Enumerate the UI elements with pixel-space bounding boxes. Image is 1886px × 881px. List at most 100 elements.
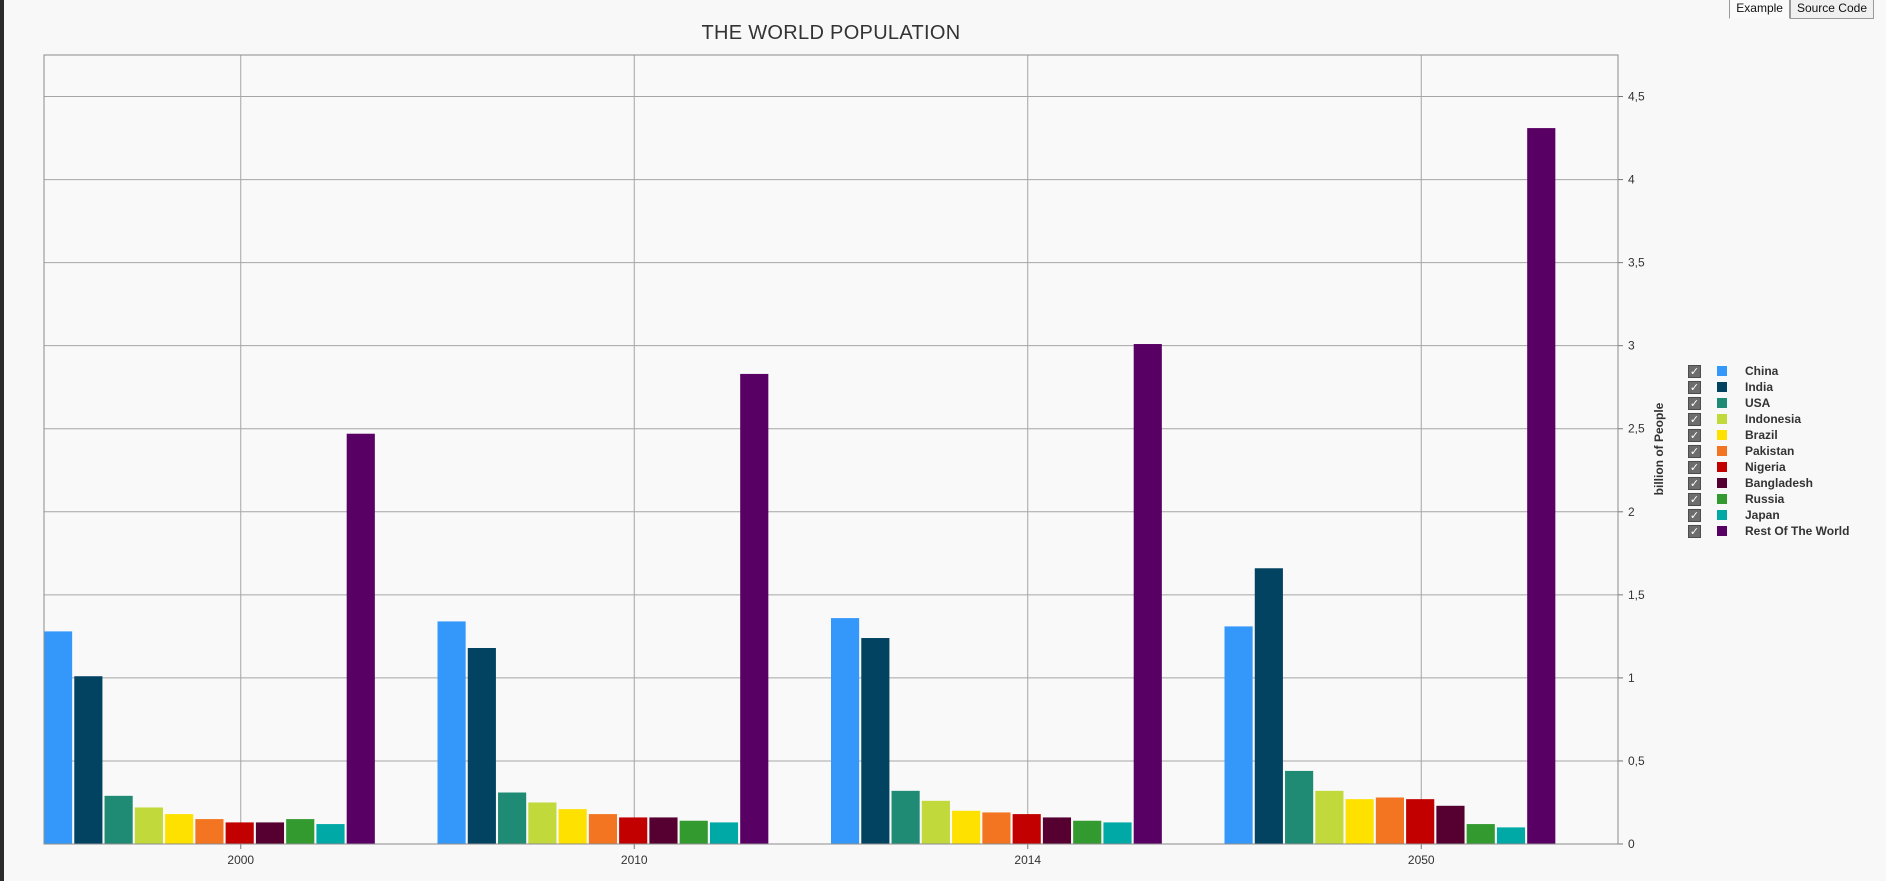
bar-rest-of-the-world xyxy=(1133,344,1162,844)
y-tick-label: 0,5 xyxy=(1628,754,1645,768)
bar-japan xyxy=(316,824,345,844)
bar-bangladesh xyxy=(255,822,285,844)
tab-example[interactable]: Example xyxy=(1729,0,1790,19)
y-tick-label: 4 xyxy=(1628,173,1635,187)
legend-label: Russia xyxy=(1745,492,1785,506)
y-tick-label: 2 xyxy=(1628,505,1635,519)
bar-rest-of-the-world xyxy=(346,433,375,844)
bar-japan xyxy=(709,822,739,844)
y-tick-label: 4,5 xyxy=(1628,90,1645,104)
legend-label: Japan xyxy=(1745,508,1780,522)
legend-item-nigeria[interactable]: ✓ Nigeria xyxy=(1688,459,1849,475)
bar-indonesia xyxy=(134,807,163,844)
bar-usa xyxy=(1285,770,1314,844)
bar-nigeria xyxy=(1406,799,1435,844)
bar-indonesia xyxy=(528,802,557,844)
legend-item-india[interactable]: ✓ India xyxy=(1688,379,1849,395)
bar-russia xyxy=(286,819,315,844)
legend-label: Pakistan xyxy=(1745,444,1795,458)
bar-japan xyxy=(1103,822,1132,844)
legend-checkbox[interactable]: ✓ xyxy=(1688,380,1701,394)
legend-checkbox[interactable]: ✓ xyxy=(1688,428,1701,442)
legend-checkbox[interactable]: ✓ xyxy=(1688,524,1701,538)
y-axis-title: billion of People xyxy=(1652,402,1666,495)
legend-item-usa[interactable]: ✓ USA xyxy=(1688,395,1849,411)
legend-label: Nigeria xyxy=(1745,460,1786,474)
bar-pakistan xyxy=(588,814,617,844)
legend-swatch xyxy=(1717,446,1727,456)
plot-border xyxy=(43,54,1619,845)
legend-checkbox[interactable]: ✓ xyxy=(1688,508,1701,522)
legend-checkbox[interactable]: ✓ xyxy=(1688,460,1701,474)
tab-source-code[interactable]: Source Code xyxy=(1789,0,1874,19)
legend-item-pakistan[interactable]: ✓ Pakistan xyxy=(1688,443,1849,459)
bar-japan xyxy=(1496,827,1526,844)
bar-usa xyxy=(498,792,527,844)
legend-label: Brazil xyxy=(1745,428,1778,442)
legend-item-russia[interactable]: ✓ Russia xyxy=(1688,491,1849,507)
y-tick-label: 3 xyxy=(1628,339,1635,353)
legend-checkbox[interactable]: ✓ xyxy=(1688,444,1701,458)
legend-swatch xyxy=(1717,382,1727,392)
legend-item-indonesia[interactable]: ✓ Indonesia xyxy=(1688,411,1849,427)
bar-nigeria xyxy=(225,822,254,844)
x-tick-label: 2010 xyxy=(621,853,648,867)
legend-swatch xyxy=(1717,494,1727,504)
bar-china xyxy=(1224,626,1253,844)
bar-bangladesh xyxy=(1436,805,1465,844)
bar-rest-of-the-world xyxy=(740,373,769,844)
bar-india xyxy=(467,647,496,844)
bar-pakistan xyxy=(1375,797,1404,844)
bar-china xyxy=(44,631,73,844)
bar-brazil xyxy=(558,809,587,844)
legend-swatch xyxy=(1717,462,1727,472)
bar-nigeria xyxy=(1012,814,1041,844)
legend-checkbox[interactable]: ✓ xyxy=(1688,396,1701,410)
bar-nigeria xyxy=(619,817,648,844)
legend-label: China xyxy=(1745,364,1779,378)
legend-label: Indonesia xyxy=(1745,412,1802,426)
x-tick-label: 2050 xyxy=(1408,853,1435,867)
bar-indonesia xyxy=(1315,790,1344,844)
chart-legend: ✓ China ✓ India ✓ USA ✓ Indonesia ✓ Brazil ✓ Pakist… xyxy=(1688,363,1849,539)
y-tick-label: 1 xyxy=(1628,671,1635,685)
y-tick-label: 2,5 xyxy=(1628,422,1645,436)
legend-checkbox[interactable]: ✓ xyxy=(1688,492,1701,506)
bar-usa xyxy=(891,790,920,844)
window-edge xyxy=(0,0,4,881)
legend-label: India xyxy=(1745,380,1774,394)
bar-china xyxy=(437,621,466,844)
legend-item-brazil[interactable]: ✓ Brazil xyxy=(1688,427,1849,443)
bar-usa xyxy=(104,795,133,844)
legend-label: Rest Of The World xyxy=(1745,524,1850,538)
bar-china xyxy=(831,618,860,844)
bar-brazil xyxy=(165,814,194,844)
legend-checkbox[interactable]: ✓ xyxy=(1688,412,1701,426)
bar-russia xyxy=(679,820,708,844)
bar-indonesia xyxy=(921,800,950,844)
legend-item-china[interactable]: ✓ China xyxy=(1688,363,1849,379)
bar-brazil xyxy=(952,810,981,844)
bar-pakistan xyxy=(195,819,224,844)
legend-item-bangladesh[interactable]: ✓ Bangladesh xyxy=(1688,475,1849,491)
bar-russia xyxy=(1073,820,1102,844)
bar-india xyxy=(861,638,890,844)
legend-checkbox[interactable]: ✓ xyxy=(1688,476,1701,490)
legend-checkbox[interactable]: ✓ xyxy=(1688,364,1701,378)
bar-pakistan xyxy=(982,812,1011,844)
legend-swatch xyxy=(1717,510,1727,520)
legend-item-japan[interactable]: ✓ Japan xyxy=(1688,507,1849,523)
x-tick-label: 2000 xyxy=(227,853,254,867)
legend-swatch xyxy=(1717,526,1727,536)
legend-swatch xyxy=(1717,430,1727,440)
bar-rest-of-the-world xyxy=(1527,128,1556,845)
legend-swatch xyxy=(1717,414,1727,424)
bar-bangladesh xyxy=(649,817,678,844)
view-tabs: Example Source Code xyxy=(1729,0,1874,19)
legend-label: USA xyxy=(1745,396,1771,410)
legend-item-rest-of-the-world[interactable]: ✓ Rest Of The World xyxy=(1688,523,1849,539)
y-tick-label: 3,5 xyxy=(1628,256,1645,270)
bar-brazil xyxy=(1345,799,1374,844)
legend-swatch xyxy=(1717,366,1727,376)
